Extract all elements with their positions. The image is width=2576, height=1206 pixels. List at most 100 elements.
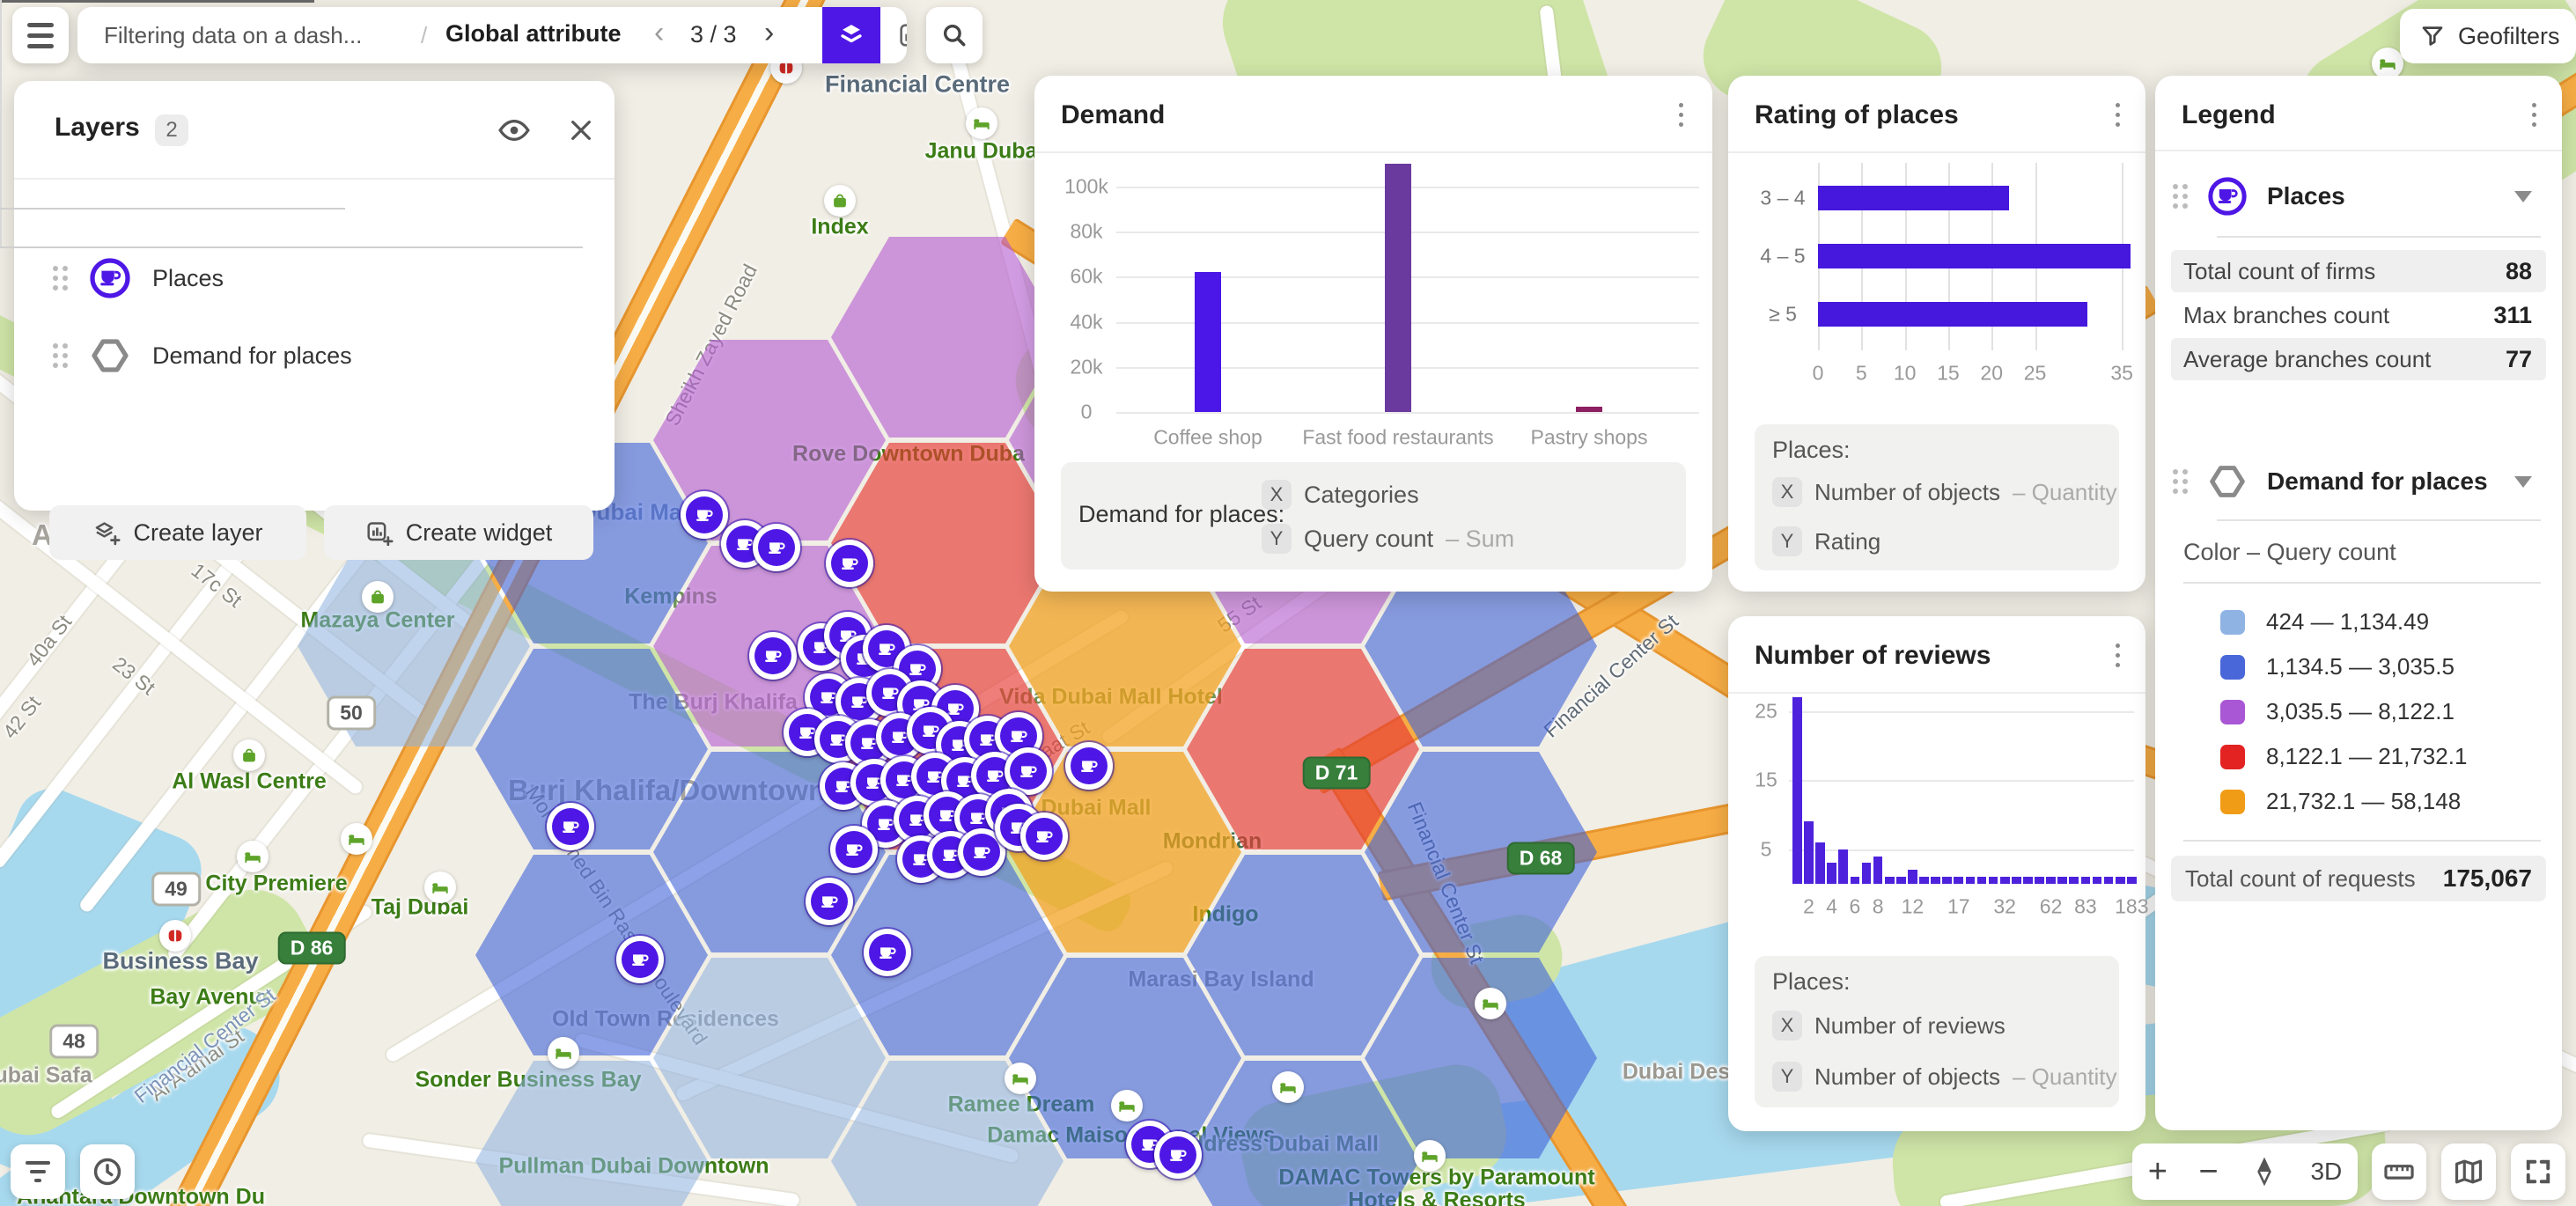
- axis-tick-label: 20: [1980, 362, 2003, 386]
- ruler-button[interactable]: [2372, 1143, 2426, 1200]
- layer-row-demand[interactable]: Demand for places: [53, 335, 352, 377]
- histogram-bar[interactable]: [1804, 821, 1814, 884]
- histogram-bar[interactable]: [2012, 877, 2021, 884]
- legend-menu[interactable]: [2514, 95, 2553, 134]
- layer-row-places[interactable]: Places: [53, 257, 224, 299]
- axis-tick-label: 4: [1826, 895, 1837, 919]
- place-marker[interactable]: [1065, 742, 1113, 790]
- zoom-out-button[interactable]: −: [2198, 1153, 2218, 1191]
- pager-next-icon[interactable]: ›: [764, 16, 774, 50]
- create-widget-button[interactable]: Create widget: [324, 505, 593, 560]
- histogram-bar[interactable]: [1908, 870, 1917, 884]
- histogram-bar[interactable]: [1862, 863, 1872, 884]
- place-marker[interactable]: [1005, 747, 1052, 795]
- map-filter-button[interactable]: [11, 1144, 65, 1199]
- search-button[interactable]: [926, 7, 983, 63]
- histogram-bar[interactable]: [1966, 877, 1976, 884]
- histogram-bar[interactable]: [2116, 877, 2125, 884]
- legend-demand-header[interactable]: Demand for places: [2168, 445, 2550, 518]
- histogram-bar[interactable]: [2035, 877, 2044, 884]
- histogram-bar[interactable]: [2057, 877, 2067, 884]
- histogram-bar[interactable]: [1896, 877, 1906, 884]
- place-marker[interactable]: [749, 632, 797, 680]
- legend-places-header[interactable]: Places: [2168, 160, 2550, 232]
- demand-bar[interactable]: [1385, 164, 1411, 412]
- place-marker[interactable]: [826, 540, 873, 587]
- legend-color-row: 21,732.1 — 58,148: [2168, 779, 2550, 824]
- demand-x-binding[interactable]: X Categories: [1262, 480, 1419, 510]
- collapse-chevron-icon[interactable]: [2514, 191, 2532, 202]
- stat-label: Total count of firms: [2171, 258, 2375, 285]
- place-marker[interactable]: [830, 826, 878, 873]
- map-label: Business Bay: [102, 948, 258, 975]
- place-marker[interactable]: [1154, 1131, 1202, 1179]
- basemap-button[interactable]: [2441, 1143, 2496, 1200]
- reviews-x-binding[interactable]: X Number of reviews: [1772, 1011, 2006, 1041]
- geofilters-button[interactable]: Geofilters: [2400, 9, 2576, 63]
- place-marker[interactable]: [864, 929, 911, 976]
- histogram-bar[interactable]: [2104, 877, 2114, 884]
- demand-layer-icon: [2207, 461, 2248, 502]
- place-marker[interactable]: [753, 524, 800, 571]
- histogram-bar[interactable]: [2081, 877, 2091, 884]
- histogram-bar[interactable]: [1827, 863, 1836, 884]
- histogram-bar[interactable]: [2093, 877, 2102, 884]
- collapse-chevron-icon[interactable]: [2514, 476, 2532, 488]
- place-marker[interactable]: [681, 491, 728, 539]
- legend-range-label: 8,122.1 — 21,732.1: [2266, 743, 2467, 770]
- map-label: Financial Centre: [825, 71, 1010, 99]
- zoom-in-button[interactable]: +: [2148, 1153, 2168, 1191]
- rating-bar[interactable]: [1818, 186, 2009, 210]
- demand-widget-menu[interactable]: [1661, 95, 1700, 134]
- demand-y-binding[interactable]: Y Query count – Sum: [1262, 524, 1514, 554]
- drag-handle-icon[interactable]: [2173, 184, 2188, 209]
- fullscreen-button[interactable]: [2511, 1143, 2565, 1200]
- place-marker[interactable]: [806, 878, 853, 925]
- 3d-toggle-button[interactable]: 3D: [2310, 1158, 2342, 1186]
- histogram-bar[interactable]: [1931, 877, 1940, 884]
- rating-bar[interactable]: [1818, 244, 2131, 268]
- x-axis-chip: X: [1772, 1011, 1802, 1041]
- histogram-bar[interactable]: [1954, 877, 1963, 884]
- place-marker[interactable]: [1020, 813, 1068, 860]
- histogram-bar[interactable]: [1989, 877, 1998, 884]
- histogram-bar[interactable]: [1851, 877, 1860, 884]
- app-root: Al WaslFinancial CentreSheikh Zayed Road…: [0, 0, 2576, 1206]
- place-marker[interactable]: [547, 803, 594, 850]
- demand-bar[interactable]: [1195, 272, 1221, 412]
- histogram-bar[interactable]: [1838, 849, 1848, 884]
- widgets-toolbar-button[interactable]: [886, 7, 907, 63]
- compass-button[interactable]: [2249, 1157, 2279, 1187]
- drag-handle-icon[interactable]: [53, 266, 68, 290]
- reviews-y-binding[interactable]: Y Number of objects – Quantity: [1772, 1062, 2117, 1092]
- pager-prev-icon[interactable]: ‹: [654, 16, 664, 50]
- histogram-bar[interactable]: [1815, 842, 1825, 884]
- histogram-bar[interactable]: [2127, 877, 2137, 884]
- place-marker[interactable]: [616, 936, 664, 983]
- layers-toggle-button[interactable]: [822, 7, 880, 63]
- histogram-bar[interactable]: [2069, 877, 2079, 884]
- histogram-bar[interactable]: [1977, 877, 1987, 884]
- demand-bar[interactable]: [1576, 407, 1602, 412]
- drag-handle-icon[interactable]: [2173, 469, 2188, 494]
- histogram-bar[interactable]: [1942, 877, 1952, 884]
- reviews-footer-layer: Places:: [1772, 968, 1851, 996]
- rating-widget-menu[interactable]: [2098, 95, 2137, 134]
- histogram-bar[interactable]: [1919, 877, 1929, 884]
- x-axis-field: Categories: [1304, 482, 1419, 509]
- histogram-bar[interactable]: [2000, 877, 2010, 884]
- reviews-widget-menu[interactable]: [2098, 636, 2137, 674]
- histogram-bar[interactable]: [1873, 857, 1883, 884]
- history-button[interactable]: [80, 1144, 135, 1199]
- legend-color-swatch: [2220, 610, 2245, 635]
- histogram-bar[interactable]: [2023, 877, 2033, 884]
- legend-range-label: 3,035.5 — 8,122.1: [2266, 698, 2455, 725]
- rating-bar[interactable]: [1818, 302, 2087, 327]
- create-layer-button[interactable]: Create layer: [49, 505, 306, 560]
- rating-x-binding[interactable]: X Number of objects – Quantity: [1772, 477, 2117, 507]
- drag-handle-icon[interactable]: [53, 343, 68, 368]
- histogram-bar[interactable]: [1885, 877, 1895, 884]
- histogram-bar[interactable]: [2046, 877, 2056, 884]
- rating-y-binding[interactable]: Y Rating: [1772, 526, 1880, 556]
- histogram-bar[interactable]: [1792, 697, 1802, 884]
